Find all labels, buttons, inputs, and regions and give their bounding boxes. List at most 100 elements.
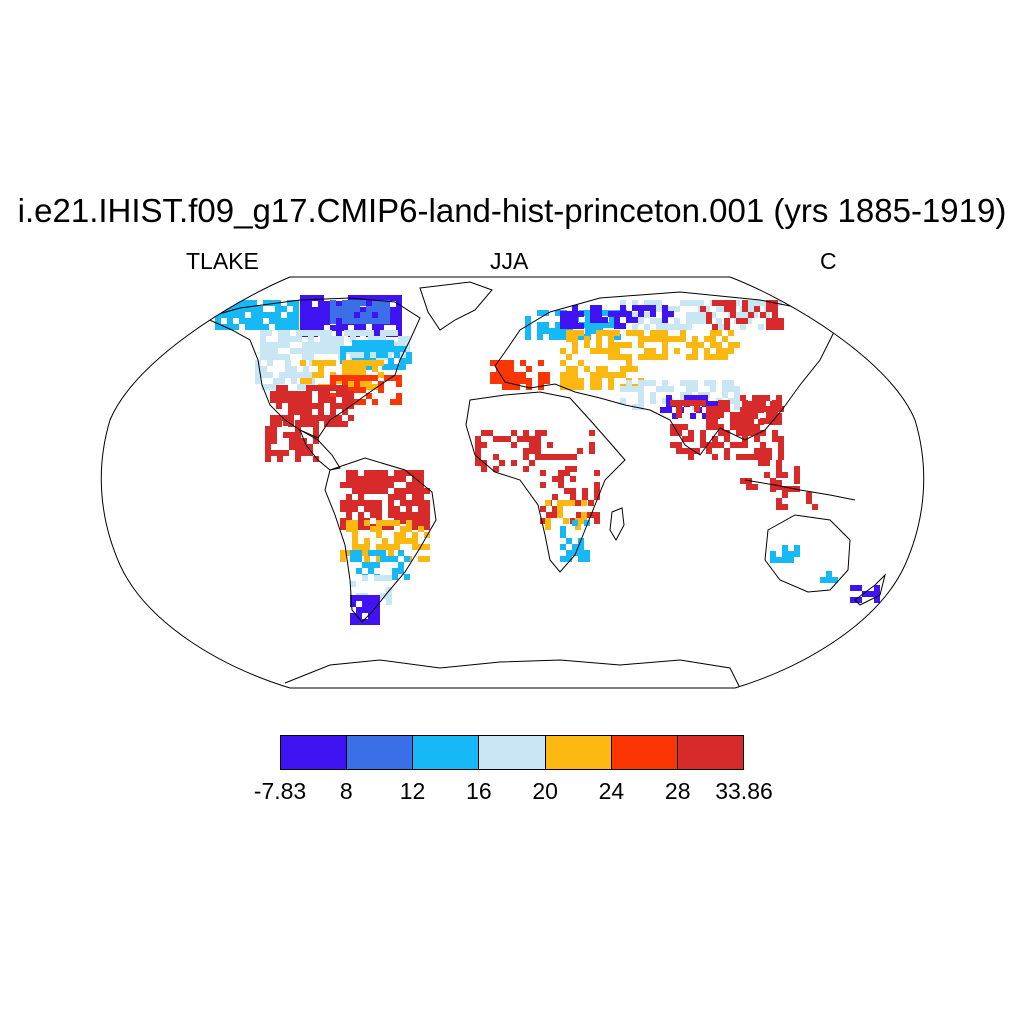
map-cell [364,346,370,352]
map-cell [344,330,350,336]
map-cell [772,312,778,318]
map-cell [288,397,294,403]
map-cell [566,550,572,556]
map-cell [376,346,382,352]
map-cell [490,360,496,366]
map-cell [380,575,386,581]
map-cell [620,372,626,378]
map-cell [752,312,758,318]
map-cell [336,375,342,381]
map-cell [400,538,406,544]
map-cell [352,520,358,526]
map-cell [543,322,549,328]
map-cell [590,305,596,311]
map-cell [285,372,291,378]
map-cell [382,364,388,370]
map-cell [758,407,764,413]
map-cell [330,393,336,399]
map-cell [386,575,392,581]
map-cell [575,524,581,530]
map-cell [271,432,277,438]
map-cell [356,550,362,556]
map-cell [782,504,788,510]
map-cell [794,551,800,557]
map-cell [543,328,549,334]
map-cell [730,418,736,424]
map-cell [602,348,608,354]
map-cell [354,325,360,331]
map-cell [596,305,602,311]
map-cell [330,325,336,331]
map-cell [776,300,782,306]
map-cell [376,340,382,346]
map-cell [342,325,348,331]
map-cell [638,398,644,404]
map-cell [308,354,314,360]
map-cell [537,328,543,334]
map-cell [372,295,378,301]
map-cell [632,300,638,306]
map-cell [330,403,336,409]
map-cell [330,397,336,403]
map-cell [324,397,330,403]
map-cell [502,384,508,390]
map-cell [716,330,722,336]
map-cell [412,538,418,544]
map-cell [794,478,800,484]
map-cell [742,300,748,306]
map-cell [418,506,424,512]
map-cell [650,392,656,398]
map-cell [523,466,529,472]
map-cell [400,518,406,524]
map-cell [602,330,608,336]
map-cell [570,494,576,500]
map-cell [742,424,748,430]
map-cell [342,312,348,318]
map-cell [656,354,662,360]
map-cell [378,306,384,312]
map-cell [418,500,424,506]
map-cell [594,512,600,518]
map-cell [748,454,754,460]
map-cell [523,430,529,436]
map-cell [370,488,376,494]
map-cell [850,585,856,591]
map-cell [396,319,402,325]
map-cell [295,450,301,456]
map-cell [746,300,752,306]
map-cell [336,415,342,421]
map-cell [712,324,718,330]
map-cell [370,470,376,476]
map-cell [221,300,227,306]
map-cell [566,556,572,562]
map-cell [742,306,748,312]
map-cell [706,442,712,448]
map-cell [330,375,336,381]
map-cell [475,442,481,448]
map-cell [400,358,406,364]
map-cell [255,366,261,372]
map-cell [392,342,398,348]
map-cell [698,342,704,348]
map-cell [382,340,388,346]
map-cell [382,520,388,526]
map-cell [692,380,698,386]
map-cell [348,415,354,421]
map-cell [364,550,370,556]
map-cell [288,415,294,421]
map-cell [366,301,372,307]
map-cell [760,312,766,318]
map-cell [563,500,569,506]
map-cell [874,597,880,603]
map-cell [576,512,582,518]
map-cell [614,342,620,348]
map-cell [364,364,370,370]
map-cell [366,295,372,301]
map-cell [360,375,366,381]
map-cell [302,330,308,336]
map-cell [277,456,283,462]
map-cell [263,324,269,330]
map-cell [712,412,718,418]
map-cell [552,494,558,500]
map-cell [406,358,412,364]
